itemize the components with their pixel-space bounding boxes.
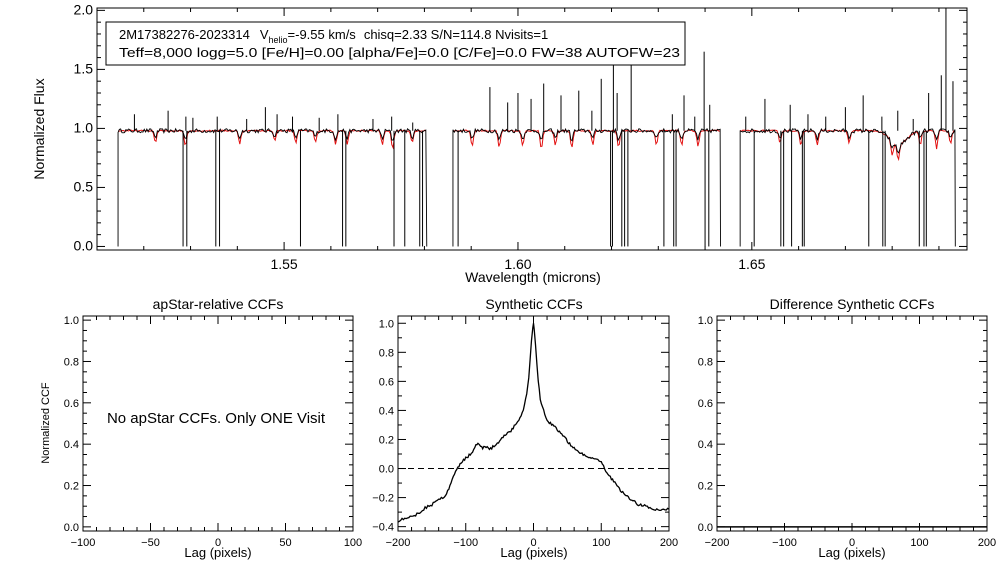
y-tick-label: 0.4 bbox=[64, 439, 79, 451]
x-tick-label: 0 bbox=[530, 537, 536, 549]
synthetic-ccf-plot-area bbox=[397, 323, 670, 523]
observed-spectrum-segment bbox=[739, 127, 956, 247]
apstar-ccf-axes: −100 −50 0 50 100 0.0 0.2 0.4 0.6 0.8 1.0 bbox=[64, 315, 362, 549]
info-box: 2M17382276-2023314 Vhelio=-9.55 km/s chisq… bbox=[105, 21, 686, 66]
y-tick-label: 0.8 bbox=[64, 356, 79, 368]
apstar-ccf-title: apStar-relative CCFs bbox=[153, 296, 284, 312]
y-tick-label: 0.6 bbox=[698, 398, 713, 410]
x-tick-label: 100 bbox=[592, 537, 610, 549]
y-tick-label: 0.2 bbox=[64, 481, 79, 493]
y-tick-label: 0.4 bbox=[379, 405, 394, 417]
y-tick-label: −0.4 bbox=[372, 522, 394, 534]
y-tick-label: 0.6 bbox=[379, 376, 394, 388]
observed-spectrum-segment bbox=[452, 127, 721, 247]
synthetic-ccf-title: Synthetic CCFs bbox=[485, 296, 582, 312]
synthetic-ccf-panel: −200 −100 0 100 200 −0.4 −0.2 0.0 0.2 0.4 0.6 0.8 1.… bbox=[372, 296, 678, 560]
info-box-frame bbox=[105, 21, 686, 66]
spectrum-panel: 1.55 1.60 1.65 0.0 0.5 1.0 1.5 2.0 2M17382276-2… bbox=[31, 1, 968, 285]
x-tick-label: 200 bbox=[978, 537, 996, 549]
y-tick-label: 0.2 bbox=[379, 434, 394, 446]
y-tick-label: 0.0 bbox=[74, 237, 94, 253]
no-ccf-annotation: No apStar CCFs. Only ONE Visit bbox=[107, 410, 326, 427]
y-tick-label: 1.5 bbox=[74, 60, 94, 76]
x-tick-label: 0 bbox=[849, 537, 855, 549]
x-tick-label: −50 bbox=[141, 537, 160, 549]
synthetic-ccf-line bbox=[397, 323, 670, 523]
velocity-value: =-9.55 km/s bbox=[288, 27, 357, 42]
x-tick-label: 0 bbox=[215, 537, 221, 549]
star-id: 2M17382276-2023314 bbox=[119, 27, 250, 42]
y-tick-label: 0.2 bbox=[698, 481, 713, 493]
info-line-1: 2M17382276-2023314 Vhelio=-9.55 km/s chisq… bbox=[119, 27, 548, 45]
info-line-2: Teff=8,000 logg=5.0 [Fe/H]=0.00 [alpha/F… bbox=[119, 45, 680, 60]
y-tick-label: 0.8 bbox=[698, 356, 713, 368]
y-tick-label: 0.5 bbox=[74, 178, 94, 194]
difference-ccf-title: Difference Synthetic CCFs bbox=[770, 296, 935, 312]
y-tick-label: 1.0 bbox=[379, 318, 394, 330]
difference-ccf-x-label: Lag (pixels) bbox=[818, 545, 885, 560]
synthetic-ccf-x-label: Lag (pixels) bbox=[500, 545, 567, 560]
spectrum-plot-frame bbox=[96, 7, 968, 251]
x-tick-label: 1.60 bbox=[504, 256, 531, 272]
y-tick-label: 1.0 bbox=[74, 119, 94, 135]
x-tick-label: −200 bbox=[705, 537, 730, 549]
y-tick-label: 1.0 bbox=[64, 315, 79, 327]
y-tick-label: 0.0 bbox=[379, 464, 394, 476]
synthetic-ccf-axes: −200 −100 0 100 200 −0.4 −0.2 0.0 0.2 0.4 0.6 0.8 1.… bbox=[372, 316, 678, 549]
x-tick-label: −100 bbox=[453, 537, 478, 549]
spectrum-axes: 1.55 1.60 1.65 0.0 0.5 1.0 1.5 2.0 bbox=[74, 1, 967, 272]
model-spectrum-layer bbox=[118, 129, 956, 162]
y-tick-label: 0.8 bbox=[379, 347, 394, 359]
y-tick-label: 0.0 bbox=[64, 522, 79, 534]
y-tick-label: −0.2 bbox=[372, 493, 394, 505]
x-tick-label: 1.55 bbox=[270, 256, 297, 272]
spectrum-y-label: Normalized Flux bbox=[31, 78, 47, 179]
y-tick-label: 2.0 bbox=[74, 1, 94, 17]
observed-spectrum-layer bbox=[117, 8, 956, 247]
apstar-ccf-panel: −100 −50 0 50 100 0.0 0.2 0.4 0.6 0.8 1.0 apStar-r… bbox=[40, 296, 362, 560]
apstar-ccf-x-label: Lag (pixels) bbox=[184, 545, 251, 560]
y-tick-label: 1.0 bbox=[698, 315, 713, 327]
spectrum-x-label: Wavelength (microns) bbox=[465, 269, 601, 285]
y-tick-label: 0.4 bbox=[698, 439, 713, 451]
difference-ccf-panel: −200 −100 0 100 200 0.0 0.2 0.4 0.6 0.8 1.0 Differ… bbox=[698, 296, 996, 560]
observed-spectrum-segment bbox=[117, 127, 428, 247]
x-tick-label: 100 bbox=[344, 537, 362, 549]
difference-ccf-frame bbox=[716, 315, 988, 532]
x-tick-label: −200 bbox=[386, 537, 411, 549]
x-tick-label: −100 bbox=[71, 537, 96, 549]
y-tick-label: 0.0 bbox=[698, 522, 713, 534]
velocity-subscript: helio bbox=[269, 35, 288, 45]
x-tick-label: −100 bbox=[772, 537, 797, 549]
difference-ccf-axes: −200 −100 0 100 200 0.0 0.2 0.4 0.6 0.8 1.0 bbox=[698, 315, 996, 549]
x-tick-label: 1.65 bbox=[738, 256, 765, 272]
x-tick-label: 200 bbox=[660, 537, 678, 549]
velocity-symbol: V bbox=[260, 27, 269, 42]
apstar-ccf-y-label: Normalized CCF bbox=[40, 382, 52, 464]
x-tick-label: 50 bbox=[279, 537, 291, 549]
x-tick-label: 100 bbox=[910, 537, 928, 549]
y-tick-label: 0.6 bbox=[64, 398, 79, 410]
fit-stats: chisq=2.33 S/N=114.8 Nvisits=1 bbox=[364, 27, 548, 42]
